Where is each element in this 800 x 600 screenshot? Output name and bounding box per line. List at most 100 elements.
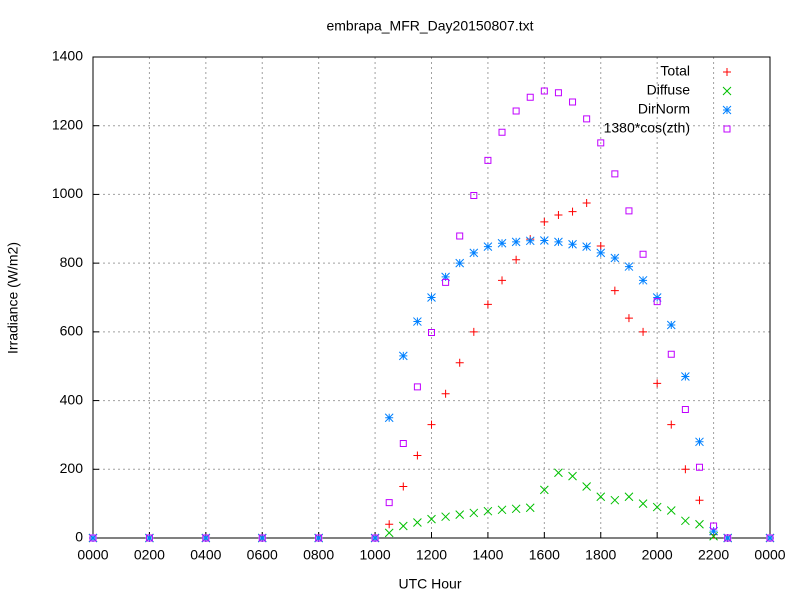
data-point: [695, 437, 704, 447]
x-tick-label: 1000: [360, 547, 391, 563]
y-tick-label: 200: [60, 460, 84, 476]
data-point: [610, 253, 620, 263]
data-point: [568, 207, 577, 216]
data-point: [625, 207, 633, 215]
legend-marker: [723, 68, 731, 76]
data-point: [639, 327, 648, 336]
data-point: [511, 504, 521, 514]
data-point: [385, 499, 393, 507]
data-point: [512, 255, 521, 264]
data-point: [497, 505, 507, 515]
data-point: [569, 98, 577, 106]
legend-label: 1380*cos(zth): [604, 120, 690, 136]
data-point: [653, 379, 662, 388]
data-point: [695, 519, 704, 529]
data-point: [427, 514, 436, 524]
data-point: [456, 232, 464, 240]
data-point: [370, 533, 380, 543]
data-point: [315, 534, 323, 542]
data-point: [582, 242, 591, 252]
data-point: [399, 482, 408, 491]
legend-marker: [723, 125, 731, 133]
data-point: [483, 242, 493, 252]
data-point: [384, 413, 394, 423]
data-point: [498, 276, 507, 285]
data-point: [483, 506, 493, 516]
data-point: [554, 237, 563, 247]
data-point: [201, 533, 211, 543]
legend-label: Diffuse: [647, 82, 691, 98]
data-point: [681, 516, 690, 526]
data-point: [88, 533, 98, 543]
data-point: [666, 506, 676, 515]
data-point: [582, 482, 591, 491]
data-point: [695, 463, 703, 471]
data-point: [610, 286, 619, 295]
data-point: [540, 87, 548, 95]
data-point: [483, 300, 492, 309]
data-point: [89, 534, 97, 542]
data-point: [455, 358, 464, 367]
data-point: [469, 327, 478, 336]
data-point: [398, 351, 408, 361]
y-tick-label: 800: [60, 254, 84, 270]
y-tick-label: 1400: [52, 48, 83, 64]
legend-label: Total: [660, 63, 690, 79]
data-point: [568, 471, 577, 481]
plot-border: [92, 56, 771, 539]
data-point: [413, 451, 422, 460]
data-point: [427, 293, 436, 302]
x-tick-label: 1600: [529, 547, 560, 563]
x-tick-label: 0400: [190, 547, 221, 563]
legend-marker: [722, 86, 732, 96]
y-tick-label: 400: [60, 391, 84, 407]
data-point: [540, 217, 549, 226]
data-point: [470, 191, 478, 199]
x-tick-label: 2000: [642, 547, 673, 563]
y-axis-label: Irradiance (W/m2): [5, 242, 21, 354]
data-point: [765, 533, 775, 543]
data-point: [511, 237, 521, 247]
data-point: [596, 241, 605, 250]
data-point: [413, 383, 421, 391]
y-tick-label: 600: [60, 323, 84, 339]
data-point: [624, 262, 634, 271]
data-point: [484, 156, 492, 164]
data-point: [413, 518, 422, 527]
legend-marker: [722, 105, 732, 115]
data-point: [525, 503, 535, 513]
x-tick-label: 1200: [416, 547, 447, 563]
data-point: [371, 534, 379, 542]
data-point: [258, 534, 266, 542]
data-point: [723, 533, 733, 543]
x-tick-label: 0200: [134, 547, 165, 563]
data-point: [667, 350, 675, 358]
x-tick-label: 1400: [472, 547, 503, 563]
data-point: [413, 317, 422, 326]
data-point: [624, 492, 634, 502]
x-tick-label: 0600: [247, 547, 278, 563]
data-point: [666, 320, 676, 330]
data-point: [596, 492, 606, 502]
data-point: [638, 275, 648, 285]
data-point: [399, 440, 407, 448]
data-point: [384, 528, 394, 538]
x-axis-label: UTC Hour: [398, 576, 461, 592]
data-point: [145, 533, 154, 543]
data-point: [441, 272, 450, 282]
data-point: [257, 533, 267, 543]
data-point: [652, 502, 662, 512]
data-point: [441, 389, 450, 398]
data-point: [512, 107, 520, 115]
data-point: [525, 236, 535, 246]
data-point: [597, 139, 605, 147]
data-point: [385, 520, 394, 529]
legend-label: DirNorm: [638, 101, 690, 117]
data-point: [639, 250, 647, 258]
data-point: [709, 526, 718, 536]
data-point: [469, 508, 479, 518]
data-point: [596, 248, 606, 258]
data-point: [582, 199, 591, 208]
data-point: [497, 238, 507, 248]
